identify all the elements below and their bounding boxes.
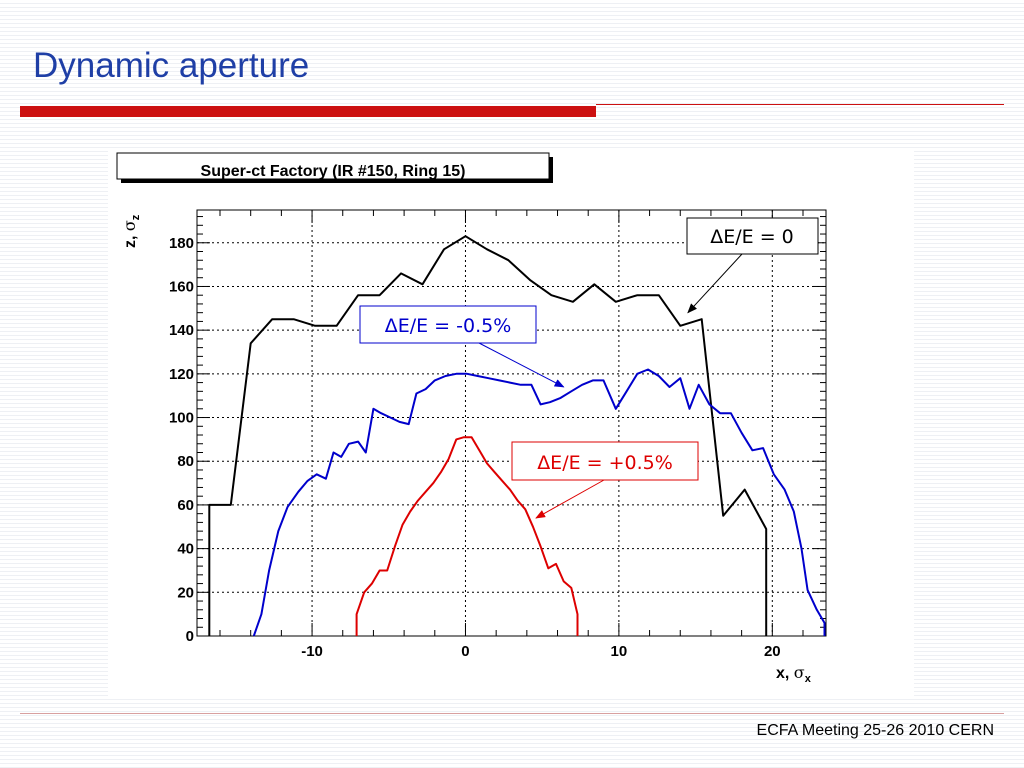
axis-ticks [197, 210, 826, 637]
y-tick-label: 60 [177, 497, 194, 514]
dynamic-aperture-chart: Super-ct Factory (IR #150, Ring 15) -10 0… [116, 152, 827, 685]
x-tick-label: 10 [611, 643, 628, 660]
annotations: ΔE/E = 0 ΔE/E = -0.5% ΔE/E = +0.5% [359, 217, 819, 519]
plot-panel: Super-ct Factory (IR #150, Ring 15) -10 0… [108, 148, 914, 696]
y-tick-label: 0 [186, 628, 194, 645]
y-tick-label: 80 [177, 453, 194, 470]
x-tick-label: -10 [301, 643, 323, 660]
title-underline-bar [20, 106, 596, 117]
y-tick-label: 120 [169, 366, 194, 383]
annotation-label: ΔE/E = +0.5% [537, 452, 673, 474]
annotation-label: ΔE/E = 0 [710, 226, 794, 248]
series-line-de-0 [208, 235, 768, 636]
y-tick-label: 40 [177, 541, 194, 558]
plot-frame [196, 209, 827, 637]
annotation-box [686, 217, 819, 255]
x-axis-title: x, σx [776, 663, 812, 685]
y-tick-label: 140 [169, 322, 194, 339]
footer-text: ECFA Meeting 25-26 2010 CERN [756, 722, 994, 739]
y-tick-label: 180 [169, 235, 194, 252]
annotation-de-plus-0-5: ΔE/E = +0.5% [511, 441, 699, 519]
footer-rule [20, 713, 1004, 714]
x-tick-label: 0 [461, 643, 469, 660]
annotation-de-minus-0-5: ΔE/E = -0.5% [359, 305, 565, 388]
annotation-box [511, 441, 699, 481]
series-line-de-minus-0-5 [252, 368, 826, 637]
title-underline-thin [596, 104, 1004, 105]
y-axis-title: z, σz [120, 214, 142, 248]
y-tick-label: 100 [169, 410, 194, 427]
y-tick-labels: 0 20 40 60 80 100 120 140 160 180 [169, 235, 194, 645]
series-line-de-plus-0-5 [355, 436, 579, 636]
annotation-arrow [535, 479, 605, 519]
annotation-box [359, 305, 537, 344]
x-tick-labels: -10 0 10 20 [301, 643, 780, 660]
y-tick-label: 160 [169, 278, 194, 295]
annotation-de-0: ΔE/E = 0 [686, 217, 819, 314]
chart-title-box: Super-ct Factory (IR #150, Ring 15) [116, 152, 553, 183]
series-lines [208, 235, 826, 637]
grid-lines [197, 210, 826, 636]
y-tick-label: 20 [177, 584, 194, 601]
slide-title: Dynamic aperture [33, 46, 310, 85]
annotation-arrow [478, 342, 565, 388]
chart-title: Super-ct Factory (IR #150, Ring 15) [201, 163, 466, 180]
annotation-label: ΔE/E = -0.5% [385, 315, 512, 337]
x-tick-label: 20 [764, 643, 781, 660]
annotation-arrow [687, 253, 743, 314]
